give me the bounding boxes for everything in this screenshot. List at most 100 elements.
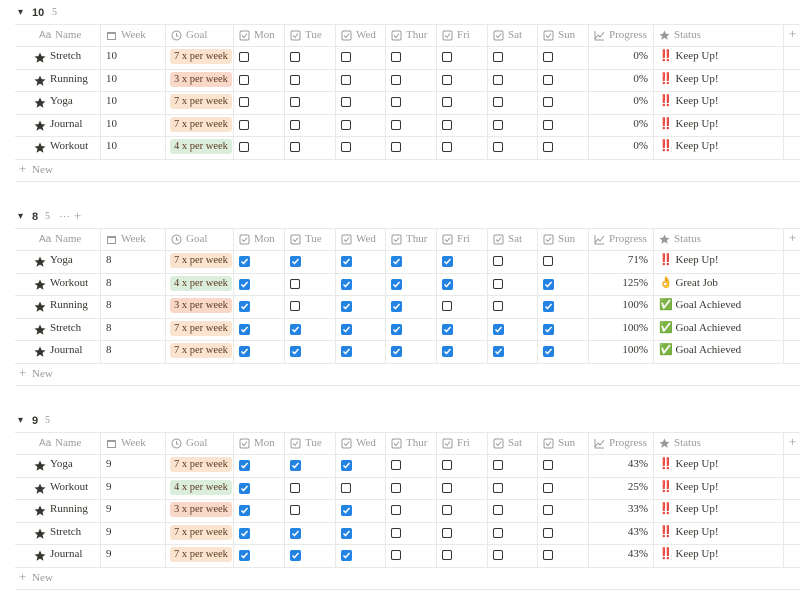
checkbox[interactable] bbox=[239, 323, 250, 335]
checkbox[interactable] bbox=[493, 482, 503, 493]
checkbox[interactable] bbox=[543, 550, 553, 560]
checkbox[interactable] bbox=[290, 460, 301, 471]
column-header[interactable]: Tue bbox=[305, 29, 322, 41]
row-name[interactable]: Running bbox=[50, 72, 88, 85]
column-header[interactable]: Progress bbox=[609, 437, 647, 449]
column-header[interactable]: Sun bbox=[558, 437, 576, 449]
checkbox[interactable] bbox=[391, 460, 401, 470]
checkbox[interactable] bbox=[290, 346, 301, 357]
checkbox[interactable] bbox=[290, 97, 300, 107]
checkbox[interactable] bbox=[543, 323, 554, 335]
checkbox[interactable] bbox=[341, 142, 351, 152]
column-header[interactable]: Week bbox=[121, 29, 146, 41]
checkbox[interactable] bbox=[341, 278, 352, 290]
row-name[interactable]: Yoga bbox=[50, 458, 73, 470]
checkbox[interactable] bbox=[239, 142, 249, 152]
checkbox[interactable] bbox=[442, 323, 453, 335]
column-header[interactable]: Sat bbox=[508, 233, 523, 245]
column-header[interactable]: Name bbox=[55, 233, 82, 245]
checkbox[interactable] bbox=[341, 527, 352, 539]
column-header[interactable]: Name bbox=[55, 437, 82, 449]
column-header[interactable]: Mon bbox=[254, 29, 275, 41]
checkbox[interactable] bbox=[493, 323, 504, 335]
checkbox[interactable] bbox=[442, 482, 452, 493]
checkbox[interactable] bbox=[239, 278, 250, 290]
checkbox[interactable] bbox=[543, 278, 554, 290]
checkbox[interactable] bbox=[493, 527, 503, 538]
checkbox[interactable] bbox=[543, 74, 553, 85]
add-column[interactable]: + bbox=[789, 230, 797, 245]
checkbox[interactable] bbox=[391, 505, 401, 515]
checkbox[interactable] bbox=[543, 97, 553, 107]
checkbox[interactable] bbox=[493, 142, 503, 152]
column-header[interactable]: Week bbox=[121, 437, 146, 449]
column-header[interactable]: Thur bbox=[406, 233, 428, 245]
checkbox[interactable] bbox=[543, 460, 553, 470]
collapse-toggle[interactable]: ▾ bbox=[18, 211, 24, 222]
checkbox[interactable] bbox=[239, 482, 250, 494]
checkbox[interactable] bbox=[239, 256, 250, 267]
checkbox[interactable] bbox=[543, 301, 554, 312]
checkbox[interactable] bbox=[290, 142, 300, 152]
checkbox[interactable] bbox=[239, 74, 249, 85]
checkbox[interactable] bbox=[543, 142, 553, 152]
row-name[interactable]: Journal bbox=[50, 344, 83, 356]
checkbox[interactable] bbox=[391, 142, 401, 152]
column-header[interactable]: Wed bbox=[356, 437, 376, 449]
add-column[interactable]: + bbox=[789, 434, 797, 449]
add-button[interactable]: + bbox=[74, 208, 82, 223]
checkbox[interactable] bbox=[442, 97, 452, 107]
checkbox[interactable] bbox=[239, 52, 249, 62]
checkbox[interactable] bbox=[239, 301, 250, 312]
column-header[interactable]: Sat bbox=[508, 437, 523, 449]
checkbox[interactable] bbox=[543, 346, 554, 357]
checkbox[interactable] bbox=[543, 119, 553, 130]
checkbox[interactable] bbox=[493, 52, 503, 62]
column-header[interactable]: Fri bbox=[457, 29, 470, 41]
checkbox[interactable] bbox=[391, 527, 401, 538]
row-name[interactable]: Running bbox=[50, 503, 88, 515]
checkbox[interactable] bbox=[391, 482, 401, 493]
checkbox[interactable] bbox=[290, 74, 300, 85]
new-plus[interactable]: + bbox=[19, 160, 27, 176]
new-row[interactable]: New bbox=[32, 367, 53, 380]
checkbox[interactable] bbox=[341, 97, 351, 107]
column-header[interactable]: Wed bbox=[356, 29, 376, 41]
checkbox[interactable] bbox=[391, 550, 401, 560]
checkbox[interactable] bbox=[341, 119, 351, 130]
checkbox[interactable] bbox=[341, 482, 351, 493]
checkbox[interactable] bbox=[290, 52, 300, 62]
checkbox[interactable] bbox=[543, 505, 553, 515]
checkbox[interactable] bbox=[442, 142, 452, 152]
column-header[interactable]: Sat bbox=[508, 29, 523, 41]
row-name[interactable]: Journal bbox=[50, 117, 83, 130]
checkbox[interactable] bbox=[391, 256, 402, 267]
checkbox[interactable] bbox=[493, 278, 503, 289]
row-name[interactable]: Yoga bbox=[50, 254, 73, 266]
new-plus[interactable]: + bbox=[19, 568, 27, 584]
checkbox[interactable] bbox=[290, 301, 300, 311]
column-header[interactable]: Status bbox=[674, 437, 701, 449]
column-header[interactable]: Progress bbox=[609, 29, 647, 41]
checkbox[interactable] bbox=[290, 482, 300, 493]
checkbox[interactable] bbox=[290, 256, 301, 267]
new-row[interactable]: New bbox=[32, 163, 53, 176]
checkbox[interactable] bbox=[239, 460, 250, 471]
column-header[interactable]: Fri bbox=[457, 233, 470, 245]
row-name[interactable]: Workout bbox=[50, 276, 89, 289]
checkbox[interactable] bbox=[391, 278, 402, 290]
checkbox[interactable] bbox=[341, 460, 352, 471]
checkbox[interactable] bbox=[543, 527, 553, 538]
checkbox[interactable] bbox=[493, 97, 503, 107]
column-header[interactable]: Mon bbox=[254, 437, 275, 449]
checkbox[interactable] bbox=[239, 550, 250, 561]
row-name[interactable]: Journal bbox=[50, 548, 83, 560]
checkbox[interactable] bbox=[442, 346, 453, 357]
checkbox[interactable] bbox=[239, 505, 250, 516]
checkbox[interactable] bbox=[493, 550, 503, 560]
add-column[interactable]: + bbox=[789, 26, 797, 41]
checkbox[interactable] bbox=[391, 301, 402, 312]
checkbox[interactable] bbox=[341, 74, 351, 85]
checkbox[interactable] bbox=[442, 52, 452, 62]
column-header[interactable]: Sun bbox=[558, 29, 576, 41]
